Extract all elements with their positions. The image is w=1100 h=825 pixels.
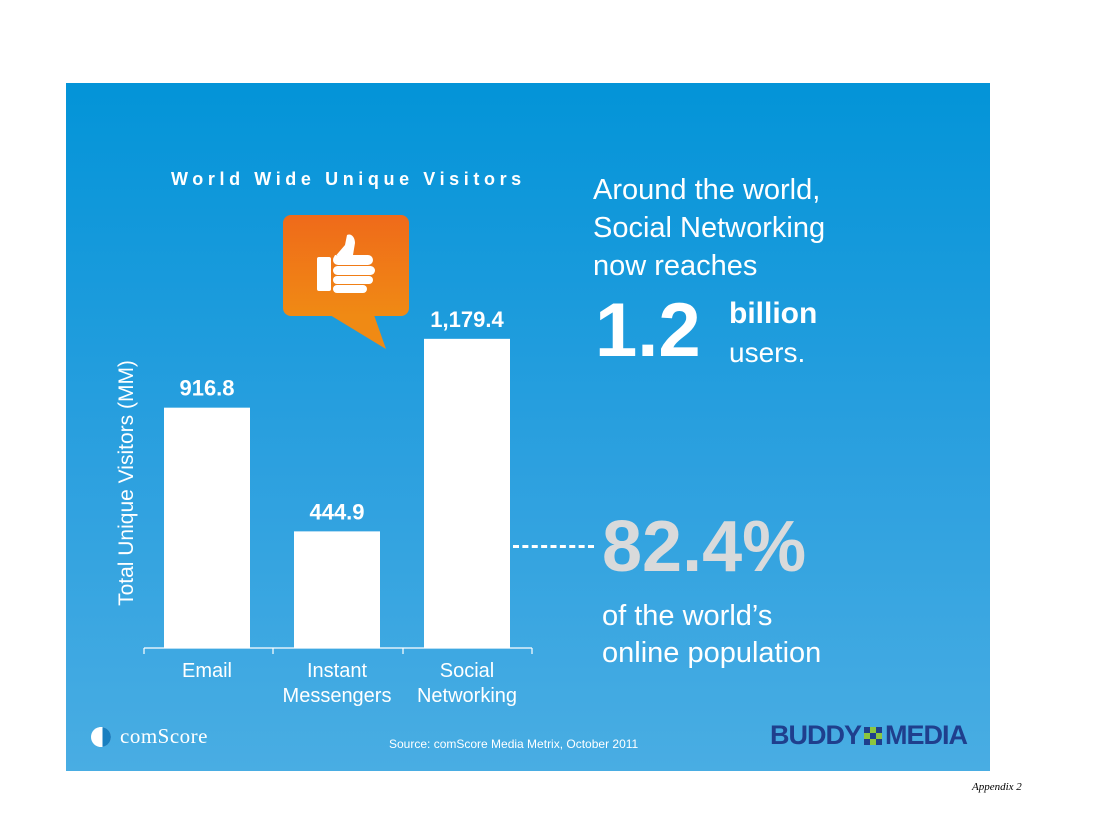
buddy-media-logo: BUDDY MEDIA xyxy=(770,720,968,751)
thumbs-up-icon xyxy=(317,234,375,293)
x-tick-label: Email xyxy=(182,660,232,682)
speech-bubble xyxy=(283,215,409,316)
headline: Around the world, Social Networking now … xyxy=(593,171,923,285)
buddy-logo-mark xyxy=(864,726,883,745)
comscore-mark-icon xyxy=(91,726,111,747)
percent-description-line-1: of the world’s xyxy=(602,600,773,632)
headline-line-2: Social Networking xyxy=(593,212,826,244)
percent-description-line-2: online population xyxy=(602,637,822,669)
headline-line-1: Around the world, xyxy=(593,174,821,206)
x-tick-label: Instant xyxy=(307,660,367,682)
source-note: Source: comScore Media Metrix, October 2… xyxy=(389,737,639,751)
x-tick-label: Networking xyxy=(417,685,517,707)
bar xyxy=(164,407,250,648)
bar-value-label: 916.8 xyxy=(179,376,234,401)
bar xyxy=(294,531,380,648)
bar-value-label: 1,179.4 xyxy=(430,307,504,332)
percent-value: 82.4% xyxy=(602,507,807,587)
bar-chart: Total Unique Visitors (MM) 916.8 Email 444.… xyxy=(115,307,533,707)
x-tick-label: Messengers xyxy=(283,685,392,707)
headline-line-3: now reaches xyxy=(593,250,758,282)
bar-value-label: 444.9 xyxy=(309,499,364,524)
unit-users: users. xyxy=(729,337,806,368)
big-number: 1.2 xyxy=(595,288,701,373)
comscore-logo-text: comScore xyxy=(120,724,208,748)
buddy-logo-left: BUDDY xyxy=(770,720,862,750)
buddy-logo-right: MEDIA xyxy=(885,720,968,750)
y-axis-label: Total Unique Visitors (MM) xyxy=(115,360,138,606)
bar xyxy=(424,338,510,648)
chart-title: World Wide Unique Visitors xyxy=(171,169,526,189)
slide: World Wide Unique Visitors Total Unique … xyxy=(66,83,990,771)
percent-description: of the world’s online population xyxy=(602,598,922,672)
dashed-connector xyxy=(513,545,594,548)
speech-bubble-tail xyxy=(330,315,386,349)
x-tick-label: Social xyxy=(440,660,494,682)
comscore-logo: comScore xyxy=(90,724,208,749)
appendix-label: Appendix 2 xyxy=(972,781,1022,793)
unit-billion: billion xyxy=(729,297,818,330)
